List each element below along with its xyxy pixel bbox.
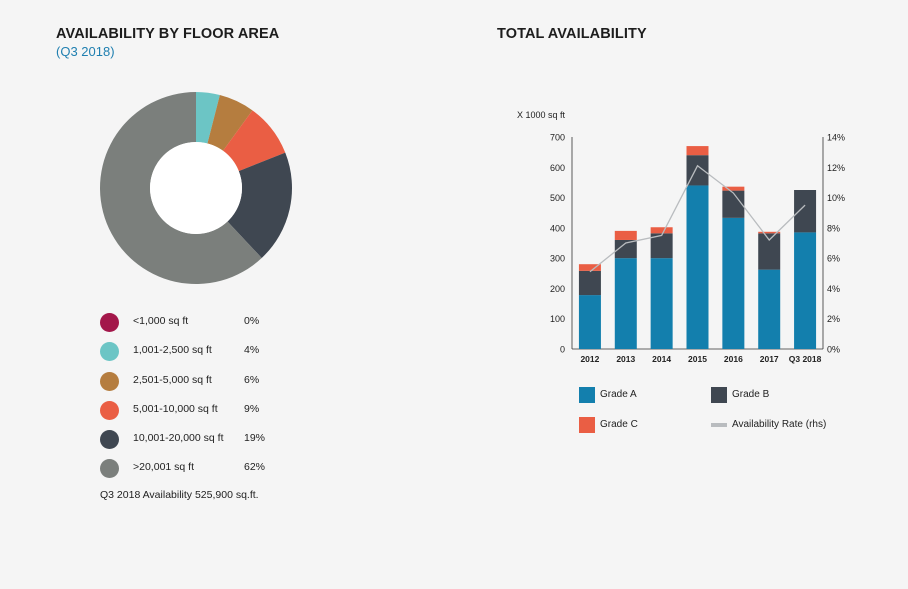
legend-label: Grade A (600, 389, 637, 400)
legend-swatch (711, 387, 727, 403)
bar-segment (650, 233, 673, 259)
bar-segment (650, 227, 673, 234)
total-availability-title: TOTAL AVAILABILITY (497, 26, 647, 42)
x-tick-label: 2012 (580, 354, 599, 364)
legend-value: 62% (244, 461, 266, 474)
bar-segment (614, 239, 637, 259)
legend-value: 4% (244, 344, 260, 357)
legend-label: Grade B (732, 389, 770, 400)
x-tick-label: 2014 (652, 354, 671, 364)
y2-tick-label: 12% (827, 163, 845, 173)
donut-hole (150, 142, 242, 234)
y2-tick-label: 4% (827, 284, 840, 294)
bar-segment (578, 295, 601, 349)
legend-label: >20,001 sq ft (133, 461, 195, 474)
y2-tick-label: 10% (827, 193, 845, 203)
legend-label: Availability Rate (rhs) (732, 419, 827, 430)
y2-tick-label: 14% (827, 133, 845, 143)
availability-rate-line (589, 164, 806, 273)
y-tick-label: 600 (550, 163, 565, 173)
legend-label: 10,001-20,000 sq ft (133, 432, 224, 445)
y2-tick-label: 8% (827, 223, 840, 233)
legend-label: Grade C (600, 419, 638, 430)
y-tick-label: 100 (550, 314, 565, 324)
donut-slice (227, 152, 292, 258)
bar-segment (758, 233, 781, 270)
floor-area-title: AVAILABILITY BY FLOOR AREA (56, 26, 280, 42)
y-tick-label: 700 (550, 133, 565, 143)
bar-segment (686, 146, 709, 156)
bar-segment (650, 258, 673, 349)
y-axis-title: X 1000 sq ft (517, 110, 566, 120)
bar-segment (578, 264, 601, 271)
legend-value: 19% (244, 432, 266, 445)
y-tick-label: 0 (560, 345, 565, 355)
y-tick-label: 300 (550, 254, 565, 264)
total-availability-bar-chart: X 1000 sq ft 0 100 200 300 400 500 600 700 0% 2% 4%… (517, 110, 845, 364)
donut-slice (196, 92, 220, 144)
legend-swatch (100, 371, 119, 391)
y-tick-label: 500 (550, 193, 565, 203)
legend-swatch (100, 430, 119, 450)
legend-value: 6% (244, 373, 260, 386)
legend-label: 5,001-10,000 sq ft (133, 402, 218, 415)
x-tick-label: 2016 (724, 354, 743, 364)
donut-slice (223, 110, 286, 172)
donut-slice (207, 95, 253, 151)
y2-tick-label: 2% (827, 314, 840, 324)
bar-segment (686, 155, 709, 186)
x-tick-label: 2013 (616, 354, 635, 364)
legend-value: 9% (244, 402, 260, 415)
bar-segment (794, 232, 817, 349)
bar-segment (686, 185, 709, 349)
legend-swatch (579, 387, 595, 403)
bar-segment (722, 190, 745, 218)
y-tick-label: 400 (550, 223, 565, 233)
legend-swatch (100, 459, 119, 479)
bar-segment (758, 231, 781, 234)
bar-segment (758, 269, 781, 349)
bar-segment (722, 217, 745, 349)
legend-swatch (711, 423, 727, 427)
legend-swatch (100, 313, 119, 332)
donut-slice (100, 92, 262, 284)
bar-segment (578, 270, 601, 296)
y-tick-label: 200 (550, 284, 565, 294)
bar-segment (614, 230, 637, 240)
floor-area-donut-chart (100, 92, 292, 284)
bar-segment (722, 186, 745, 191)
x-tick-label: Q3 2018 (789, 354, 822, 364)
floor-area-subtitle: (Q3 2018) (56, 44, 115, 59)
bar-segment (794, 190, 817, 233)
legend-label: 1,001-2,500 sq ft (133, 344, 212, 357)
legend-swatch (100, 342, 119, 362)
x-tick-label: 2017 (760, 354, 779, 364)
legend-swatch (579, 417, 595, 433)
legend-swatch (100, 400, 119, 420)
legend-label: <1,000 sq ft (133, 315, 189, 327)
legend-label: 2,501-5,000 sq ft (133, 373, 212, 386)
legend-value: 0% (244, 315, 260, 327)
y2-tick-label: 6% (827, 254, 840, 264)
x-tick-label: 2015 (688, 354, 707, 364)
availability-total-note: Q3 2018 Availability 525,900 sq.ft. (100, 489, 259, 501)
y2-tick-label: 0% (827, 345, 840, 355)
bar-segment (614, 258, 637, 349)
